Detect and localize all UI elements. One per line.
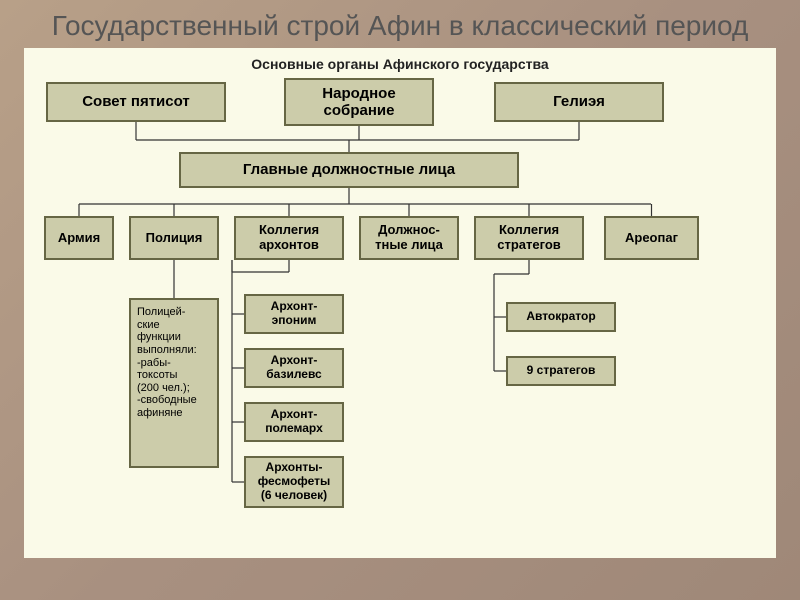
node-areo: Ареопаг	[604, 216, 699, 260]
node-avto: Автократор	[506, 302, 616, 332]
node-polinfo: Полицей-скиефункциивыполняли:-рабы-токсо…	[129, 298, 219, 468]
node-a_pol: Архонт-полемарх	[244, 402, 344, 442]
node-a_epo: Архонт-эпоним	[244, 294, 344, 334]
node-karch: Коллегия архонтов	[234, 216, 344, 260]
node-kstra: Коллегия стратегов	[474, 216, 584, 260]
node-strat9: 9 стратегов	[506, 356, 616, 386]
node-narod: Народное собрание	[284, 78, 434, 126]
node-dolzh: Должнос-тные лица	[359, 216, 459, 260]
node-a_baz: Архонт-базилевс	[244, 348, 344, 388]
node-armia: Армия	[44, 216, 114, 260]
node-a_fes: Архонты-фесмофеты(6 человек)	[244, 456, 344, 508]
org-chart: Основные органы Афинского государства Со…	[24, 48, 776, 558]
node-polic: Полиция	[129, 216, 219, 260]
node-glav: Главные должностные лица	[179, 152, 519, 188]
node-geli: Гелиэя	[494, 82, 664, 122]
diagram-subtitle: Основные органы Афинского государства	[34, 56, 766, 72]
node-sovet: Совет пятисот	[46, 82, 226, 122]
page-title: Государственный строй Афин в классически…	[0, 0, 800, 48]
